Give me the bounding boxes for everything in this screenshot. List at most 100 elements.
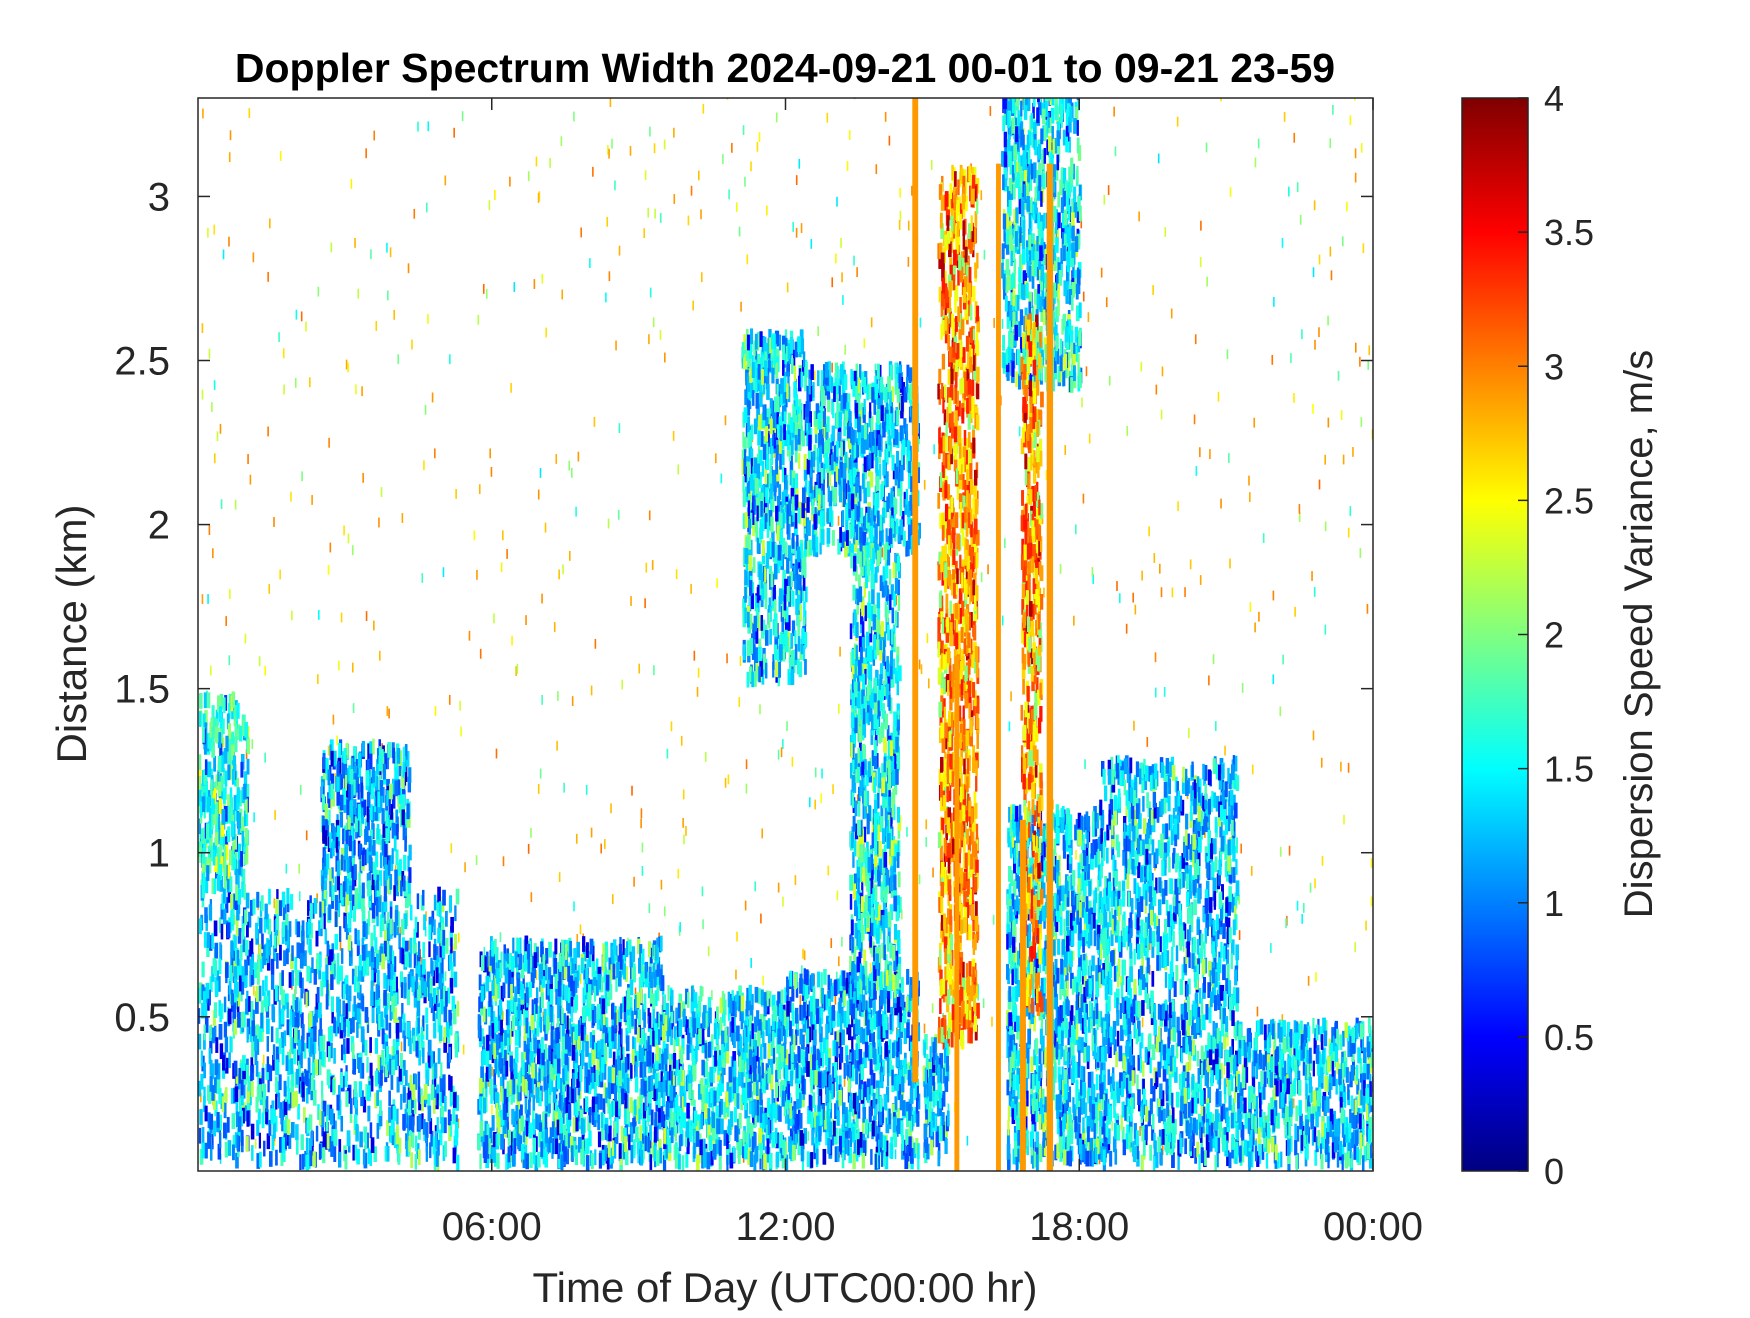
heatmap-cell xyxy=(639,1061,643,1078)
heatmap-cell xyxy=(639,944,643,960)
heatmap-cell xyxy=(401,773,405,790)
noise-cell xyxy=(343,525,345,536)
heatmap-cell xyxy=(227,1140,232,1156)
heatmap-cell xyxy=(322,1147,326,1164)
heatmap-cell xyxy=(423,969,426,985)
noise-cell xyxy=(629,145,632,156)
noise-cell xyxy=(1229,187,1232,197)
heatmap-cell xyxy=(204,1002,208,1018)
heatmap-cell xyxy=(532,1148,536,1165)
heatmap-cell xyxy=(403,913,408,930)
heatmap-cell xyxy=(249,1089,252,1106)
heatmap-cell xyxy=(239,975,242,992)
heatmap-cell xyxy=(305,991,308,1008)
heatmap-cell xyxy=(366,919,370,935)
heatmap-cell xyxy=(514,1046,519,1063)
heatmap-cell xyxy=(250,1001,254,1017)
heatmap-cell xyxy=(333,1129,338,1145)
heatmap-cell xyxy=(516,964,520,981)
noise-cell xyxy=(1370,896,1373,907)
noise-cell xyxy=(1010,691,1012,702)
heatmap-cell xyxy=(772,1102,776,1119)
heatmap-cell xyxy=(351,1042,355,1059)
heatmap-cell xyxy=(533,962,537,979)
heatmap-cell xyxy=(354,1004,358,1021)
heatmap-cell xyxy=(542,1148,546,1165)
heatmap-cell xyxy=(235,868,239,885)
heatmap-cell xyxy=(433,1062,438,1079)
noise-cell xyxy=(1249,492,1251,503)
noise-cell xyxy=(571,467,573,478)
heatmap-cell xyxy=(353,807,358,824)
heatmap-cell xyxy=(398,1016,402,1033)
heatmap-cell xyxy=(731,1017,735,1033)
heatmap-cell xyxy=(567,1132,572,1149)
heatmap-cell xyxy=(216,875,221,891)
heatmap-cell xyxy=(286,1019,290,1036)
noise-cell xyxy=(1273,296,1275,307)
heatmap-cell xyxy=(367,770,372,787)
noise-cell xyxy=(739,656,742,666)
heatmap-cell xyxy=(250,1081,254,1098)
heatmap-cell xyxy=(430,916,434,933)
noise-cell xyxy=(1116,581,1118,591)
heatmap-cell xyxy=(577,1082,581,1099)
heatmap-cell xyxy=(647,982,651,999)
heatmap-cell xyxy=(429,1118,433,1134)
heatmap-cell xyxy=(256,1120,260,1136)
heatmap-cell xyxy=(556,1015,560,1032)
heatmap-cell xyxy=(375,953,379,970)
heatmap-cell xyxy=(242,936,246,953)
heatmap-cell xyxy=(331,961,335,978)
heatmap-cell xyxy=(327,949,331,966)
heatmap-cell xyxy=(406,1140,409,1157)
noise-cell xyxy=(1082,493,1085,504)
heatmap-cell xyxy=(672,1119,676,1135)
heatmap-cell xyxy=(670,1029,673,1046)
heatmap-cell xyxy=(561,1008,564,1024)
heatmap-cell xyxy=(764,1112,769,1129)
heatmap-cell xyxy=(416,1000,421,1017)
heatmap-cell xyxy=(343,1038,346,1055)
noise-cell xyxy=(355,384,357,395)
heatmap-cell xyxy=(342,881,346,898)
heatmap-cell xyxy=(300,1052,303,1069)
noise-cell xyxy=(1340,410,1343,420)
heatmap-cell xyxy=(402,761,405,778)
heatmap-cell xyxy=(332,1079,336,1095)
heatmap-cell xyxy=(332,750,337,767)
heatmap-cell xyxy=(597,1131,602,1148)
noise-cell xyxy=(1354,148,1357,159)
heatmap-cell xyxy=(484,1135,489,1151)
heatmap-cell xyxy=(322,1100,327,1117)
heatmap-cell xyxy=(330,974,334,990)
noise-cell xyxy=(279,569,281,580)
heatmap-cell xyxy=(703,1138,706,1155)
heatmap-cell xyxy=(661,1111,665,1127)
noise-cell xyxy=(1272,674,1275,685)
heatmap-cell xyxy=(357,929,360,946)
heatmap-cell xyxy=(313,898,318,914)
heatmap-cell xyxy=(374,804,378,821)
heatmap-cell xyxy=(657,1029,661,1045)
heatmap-cell xyxy=(720,1118,724,1135)
heatmap-cell xyxy=(402,824,406,841)
heatmap-cell xyxy=(596,1093,601,1110)
heatmap-cell xyxy=(686,1044,690,1061)
heatmap-cell xyxy=(379,946,384,963)
heatmap-cell xyxy=(348,784,351,800)
heatmap-cell xyxy=(568,962,573,979)
heatmap-cell xyxy=(240,860,243,877)
noise-cell xyxy=(585,784,588,795)
noise-cell xyxy=(834,995,837,1005)
noise-cell xyxy=(648,334,650,345)
heatmap-cell xyxy=(241,1107,245,1124)
heatmap-cell xyxy=(546,1138,550,1155)
heatmap-cell xyxy=(515,937,519,954)
heatmap-cell xyxy=(289,1009,292,1025)
noise-cell xyxy=(724,777,727,788)
heatmap-cell xyxy=(389,873,393,890)
noise-cell xyxy=(473,530,476,541)
heatmap-cell xyxy=(382,822,386,838)
heatmap-cell xyxy=(310,1130,314,1146)
